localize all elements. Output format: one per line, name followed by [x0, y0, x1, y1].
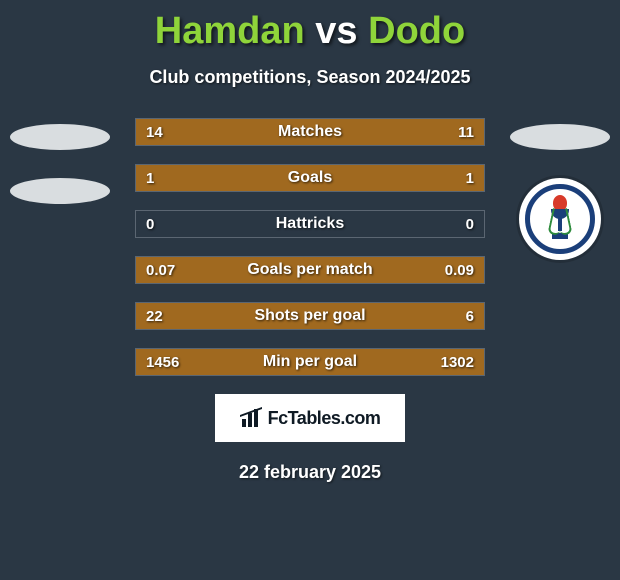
stat-label: Shots per goal [136, 303, 484, 329]
ellipse-shape [510, 124, 610, 150]
page-title: Hamdan vs Dodo [0, 0, 620, 53]
stat-label: Goals [136, 165, 484, 191]
ellipse-shape [10, 178, 110, 204]
left-decoration-2 [10, 178, 110, 204]
right-decoration [510, 124, 610, 150]
date: 22 february 2025 [0, 462, 620, 483]
stat-label: Matches [136, 119, 484, 145]
stat-row: 00Hattricks [135, 210, 485, 238]
left-decoration [10, 124, 110, 150]
stats-container: 1411Matches 11Goals 00Hattricks 0.070.09Goa… [135, 118, 485, 376]
stat-row: 11Goals [135, 164, 485, 192]
ellipse-shape [10, 124, 110, 150]
title-player1: Hamdan [155, 10, 305, 52]
fctables-logo: FcTables.com [215, 394, 405, 442]
right-club-badge [510, 178, 610, 260]
bar-chart-icon [240, 409, 262, 427]
logo-text: FcTables.com [268, 408, 381, 429]
stat-label: Goals per match [136, 257, 484, 283]
stat-row: 1411Matches [135, 118, 485, 146]
stat-row: 226Shots per goal [135, 302, 485, 330]
stat-row: 14561302Min per goal [135, 348, 485, 376]
subtitle: Club competitions, Season 2024/2025 [0, 67, 620, 88]
stat-label: Min per goal [136, 349, 484, 375]
title-player2: Dodo [368, 10, 465, 52]
title-vs: vs [315, 10, 357, 52]
stat-label: Hattricks [136, 211, 484, 237]
stat-row: 0.070.09Goals per match [135, 256, 485, 284]
club-badge-icon [519, 178, 601, 260]
